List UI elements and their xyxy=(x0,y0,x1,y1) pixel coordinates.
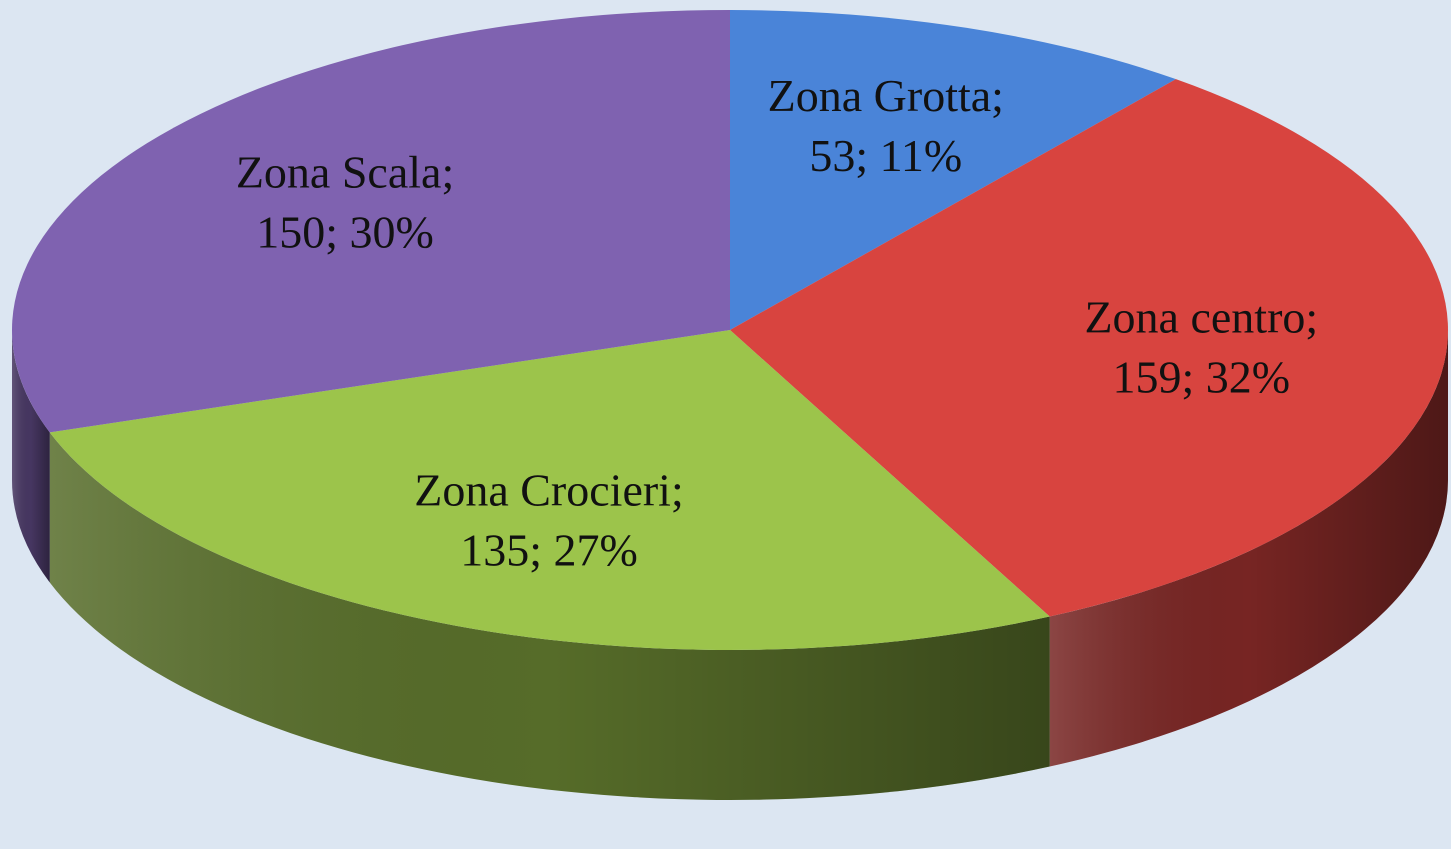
slice-label-name: Zona Scala; xyxy=(236,146,454,197)
pie-side-shade xyxy=(49,432,1050,800)
pie-slice xyxy=(49,330,1050,650)
slice-label-name: Zona Crocieri; xyxy=(414,465,684,516)
slice-label-name: Zona Grotta; xyxy=(768,70,1004,121)
pie-slice xyxy=(11,10,730,433)
pie-side-shade xyxy=(1049,330,1448,767)
pie-slice xyxy=(730,10,1176,330)
pie-side-shade xyxy=(12,330,50,583)
pie-slice xyxy=(730,79,1448,617)
slice-label-value: 159; 32% xyxy=(1113,352,1291,403)
slice-label-value: 53; 11% xyxy=(809,130,962,181)
slice-label-value: 135; 27% xyxy=(460,525,638,576)
slice-label-name: Zona centro; xyxy=(1084,292,1318,343)
slice-label-value: 150; 30% xyxy=(256,206,434,257)
